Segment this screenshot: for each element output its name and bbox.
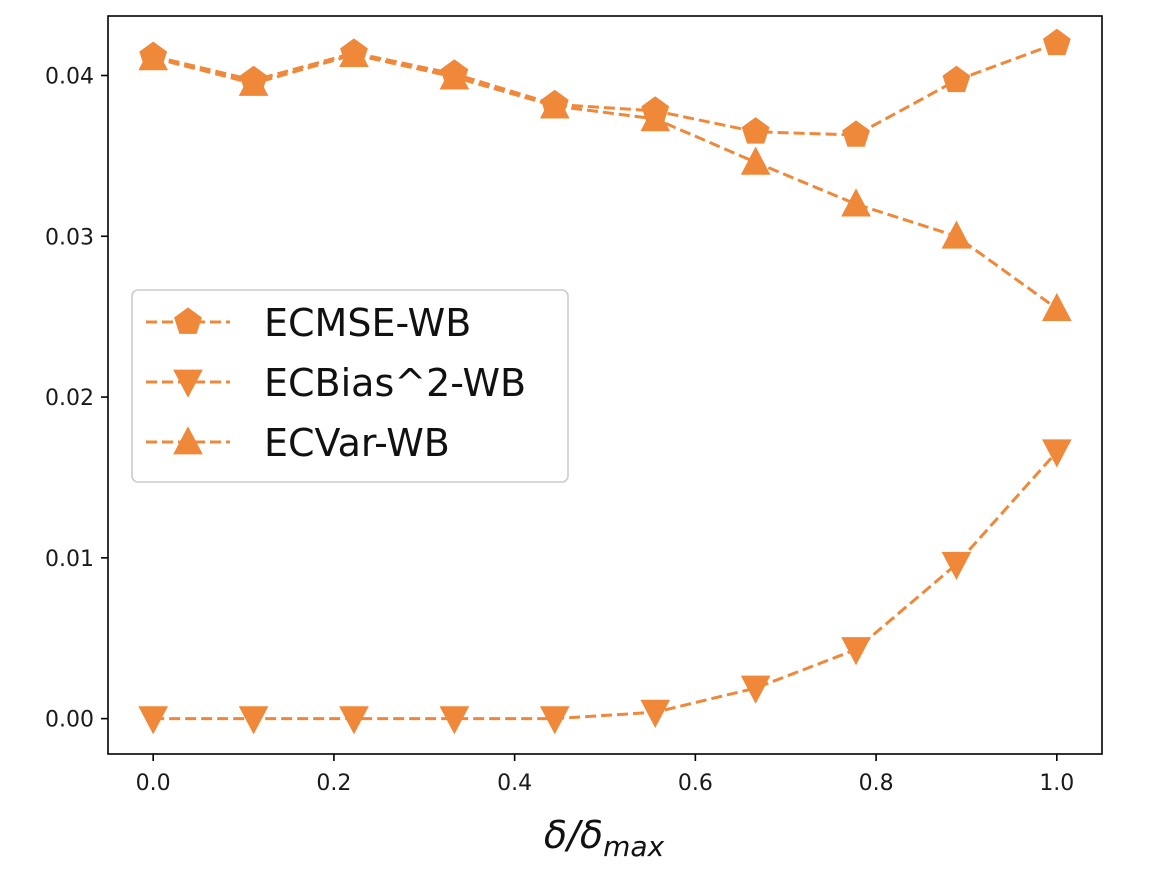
y-axis: 0.00 0.01 0.02 0.03 0.04 bbox=[45, 64, 108, 733]
data-point-ecmse-wb bbox=[1042, 28, 1071, 56]
y-tick-label: 0.04 bbox=[45, 64, 94, 89]
x-tick-label: 0.8 bbox=[859, 771, 894, 796]
legend-label: ECMSE-WB bbox=[264, 301, 471, 345]
data-point-ecvar-wb bbox=[339, 38, 369, 67]
triangle-down-marker-icon bbox=[173, 369, 203, 398]
data-point-ecbias-2-wb bbox=[539, 706, 570, 735]
y-tick-label: 0.01 bbox=[45, 547, 94, 572]
x-tick-label: 0.0 bbox=[136, 771, 171, 796]
plot-area bbox=[138, 28, 1072, 735]
x-axis-label: δ/δmax bbox=[544, 813, 665, 863]
y-tick-label: 0.00 bbox=[45, 708, 94, 733]
x-axis-label-main: δ/δ bbox=[544, 813, 603, 857]
data-point-ecmse-wb bbox=[942, 65, 971, 93]
data-point-ecbias-2-wb bbox=[339, 706, 369, 735]
data-point-ecvar-wb bbox=[138, 42, 169, 71]
data-point-ecbias-2-wb bbox=[1041, 439, 1072, 468]
y-tick-label: 0.03 bbox=[45, 225, 94, 250]
series-line-ecbias-2-wb bbox=[153, 450, 1058, 721]
x-tick-label: 0.4 bbox=[497, 771, 532, 796]
data-point-ecvar-wb bbox=[640, 103, 671, 132]
legend-entry: ECBias^2-WB bbox=[146, 361, 526, 405]
data-point-ecvar-wb bbox=[740, 146, 771, 175]
data-point-ecvar-wb bbox=[539, 90, 570, 119]
data-point-ecvar-wb bbox=[238, 67, 269, 96]
legend-entry: ECVar-WB bbox=[146, 421, 450, 465]
series-line-ecvar-wb bbox=[152, 53, 1058, 310]
legend-marker bbox=[173, 369, 203, 398]
triangle-up-marker-icon bbox=[173, 426, 203, 455]
x-tick-label: 0.6 bbox=[678, 771, 713, 796]
legend-label: ECBias^2-WB bbox=[264, 361, 526, 405]
axes-frame bbox=[107, 15, 1103, 755]
legend-label: ECVar-WB bbox=[264, 421, 450, 465]
legend-marker bbox=[174, 307, 202, 334]
data-point-ecbias-2-wb bbox=[841, 637, 871, 666]
legend-entry: ECMSE-WB bbox=[146, 301, 471, 345]
data-point-ecvar-wb bbox=[941, 220, 972, 249]
x-axis-label-subscript: max bbox=[603, 830, 664, 863]
y-tick-label: 0.02 bbox=[45, 386, 94, 411]
data-point-ecbias-2-wb bbox=[740, 675, 771, 704]
data-point-ecmse-wb bbox=[842, 120, 870, 147]
data-point-ecvar-wb bbox=[439, 61, 470, 90]
data-point-ecvar-wb bbox=[1041, 292, 1072, 322]
data-point-ecvar-wb bbox=[841, 188, 871, 217]
x-axis: 0.0 0.2 0.4 0.6 0.8 1.0 bbox=[136, 754, 1074, 796]
pentagon-marker-icon bbox=[174, 307, 202, 334]
x-tick-label: 1.0 bbox=[1039, 771, 1074, 796]
data-point-ecbias-2-wb bbox=[138, 706, 169, 735]
legend-marker bbox=[173, 426, 203, 455]
x-tick-label: 0.2 bbox=[316, 771, 351, 796]
data-point-ecbias-2-wb bbox=[439, 706, 470, 735]
data-point-ecbias-2-wb bbox=[640, 699, 671, 728]
legend: ECMSE-WB ECBias^2-WB ECVar-WB bbox=[131, 289, 569, 483]
legend-frame bbox=[131, 289, 569, 483]
data-point-ecbias-2-wb bbox=[238, 706, 269, 735]
data-point-ecmse-wb bbox=[741, 117, 770, 144]
data-point-ecbias-2-wb bbox=[941, 551, 972, 581]
series-line-ecmse-wb bbox=[152, 41, 1058, 137]
